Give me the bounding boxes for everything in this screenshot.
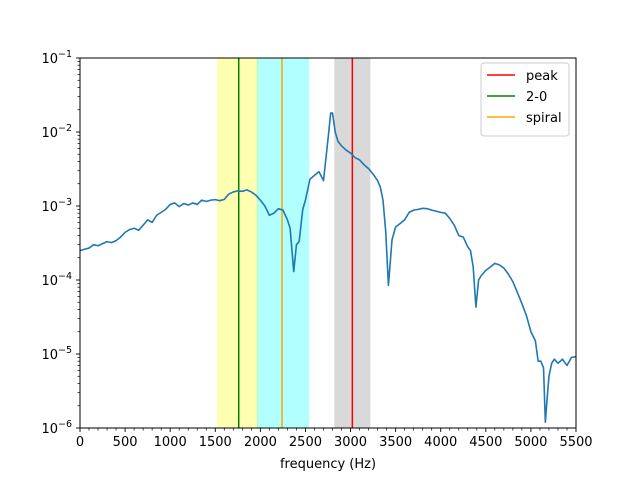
reference-lines <box>237 58 354 428</box>
y-tick-label: 10−5 <box>41 345 72 363</box>
y-tick-exponent: −2 <box>58 123 72 134</box>
y-tick-exponent: −6 <box>58 419 72 430</box>
y-axis-ticks: 10−610−510−410−310−210−1 <box>41 49 80 437</box>
y-tick-base: 10 <box>41 200 58 215</box>
y-tick-exponent: −1 <box>58 49 72 60</box>
band-1 <box>256 58 310 428</box>
legend-label-peak: peak <box>526 69 558 84</box>
y-tick-label: 10−1 <box>41 49 72 67</box>
y-tick-exponent: −5 <box>58 345 72 356</box>
x-axis-ticks: 0 500 1000 1500 2000 2500 3000 3500 4000 4500 5000… <box>76 428 593 450</box>
x-tick-label: 4500 <box>469 435 502 450</box>
x-tick-label: 2500 <box>289 435 322 450</box>
y-tick-base: 10 <box>41 422 58 437</box>
x-tick-label: 2000 <box>244 435 277 450</box>
y-tick-exponent: −4 <box>58 271 72 282</box>
x-tick-label: 3000 <box>334 435 367 450</box>
y-tick-base: 10 <box>41 348 58 363</box>
band-0 <box>217 58 259 428</box>
y-tick-label: 10−3 <box>41 197 72 215</box>
x-tick-label: 500 <box>113 435 138 450</box>
legend-label-spiral: spiral <box>526 111 562 126</box>
y-tick-label: 10−6 <box>41 419 72 437</box>
legend-label-2-0: 2-0 <box>526 90 547 105</box>
plot-frame <box>79 57 577 429</box>
y-tick-base: 10 <box>41 52 58 67</box>
y-tick-base: 10 <box>41 126 58 141</box>
y-tick-label: 10−4 <box>41 271 72 289</box>
series-line-0 <box>80 112 576 423</box>
x-tick-label: 1000 <box>154 435 187 450</box>
highlight-bands <box>217 58 371 428</box>
legend: peak 2-0 spiral <box>480 62 570 137</box>
y-tick-exponent: −3 <box>58 197 72 208</box>
series-layer <box>80 112 576 423</box>
x-tick-label: 0 <box>76 435 84 450</box>
x-tick-label: 1500 <box>199 435 232 450</box>
x-tick-label: 5500 <box>559 435 592 450</box>
x-tick-label: 4000 <box>424 435 457 450</box>
y-tick-label: 10−2 <box>41 123 72 141</box>
x-axis-label: frequency (Hz) <box>280 457 376 472</box>
x-tick-label: 5000 <box>514 435 547 450</box>
y-tick-base: 10 <box>41 274 58 289</box>
x-tick-label: 3500 <box>379 435 412 450</box>
